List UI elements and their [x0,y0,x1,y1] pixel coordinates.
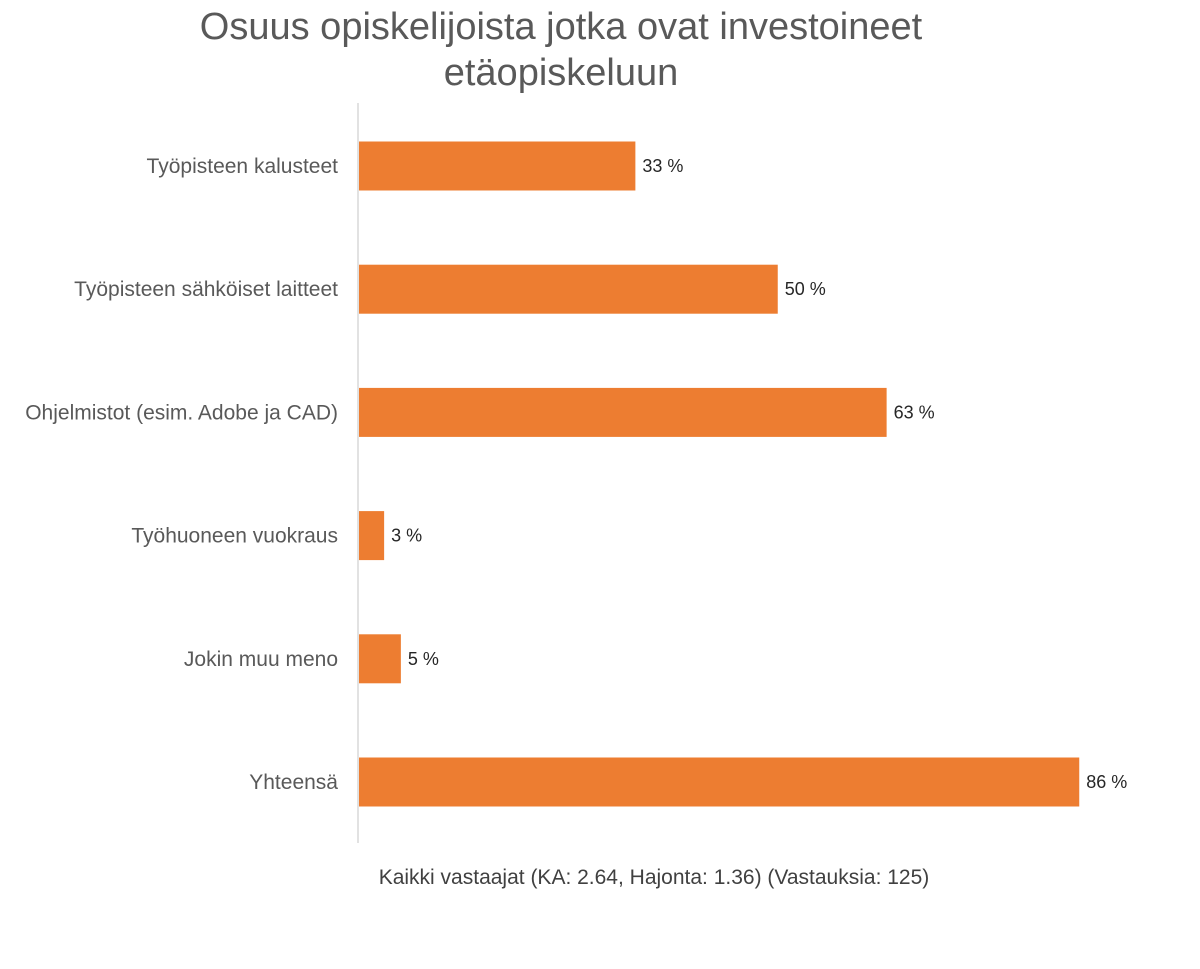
category-label-4: Työhuoneen vuokraus [131,525,338,548]
chart-footnote: Kaikki vastaajat (KA: 2.64, Hajonta: 1.3… [378,866,930,889]
bars-group [359,141,1080,807]
chart-title-line-1: Osuus opiskelijoista jotka ovat investoi… [199,6,923,48]
category-label-1: Työpisteen kalusteet [147,155,339,178]
chart-title-line-2: etäopiskeluun [443,52,679,94]
category-label-2: Työpisteen sähköiset laitteet [74,278,338,301]
data-label-2: 50 % [785,279,826,299]
data-label-3: 63 % [894,402,935,422]
bar-2 [359,264,778,314]
data-label-5: 5 % [408,649,439,669]
category-label-6: Yhteensä [249,771,338,794]
category-label-5: Jokin muu meno [184,648,338,671]
bar-3 [359,387,887,437]
chart-title: Osuus opiskelijoista jotka ovat investoi… [0,4,1122,96]
bar-5 [359,634,401,684]
bar-6 [359,757,1080,807]
data-label-4: 3 % [391,526,422,546]
data-label-1: 33 % [642,156,683,176]
category-labels-group: Työpisteen kalusteet Työpisteen sähköiset… [25,155,338,794]
data-label-6: 86 % [1086,772,1127,792]
bar-1 [359,141,636,191]
bar-4 [359,511,385,561]
data-labels-group: 33 % 50 % 63 % 3 % 5 % 86 % [391,156,1127,792]
category-label-3: Ohjelmistot (esim. Adobe ja CAD) [25,401,338,424]
